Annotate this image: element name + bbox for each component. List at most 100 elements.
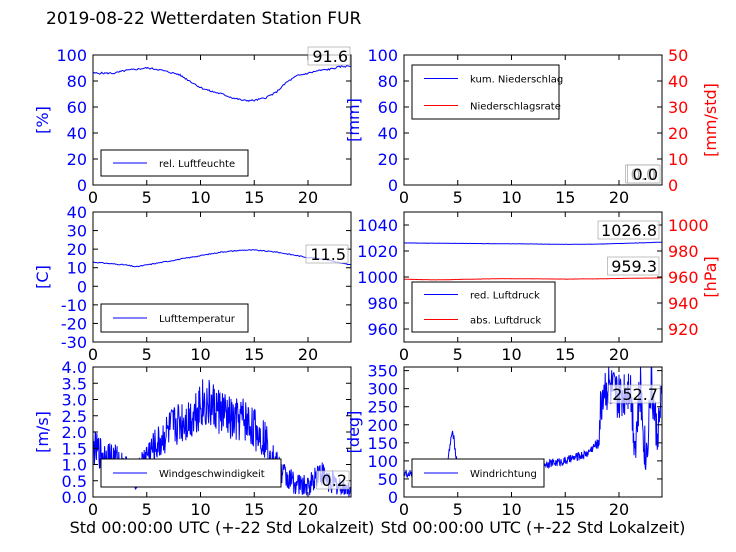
x-tick-label: 5 bbox=[142, 500, 152, 519]
x-tick-label: 10 bbox=[190, 345, 210, 364]
y-tick-label: 20 bbox=[378, 150, 398, 169]
legend: Windrichtung bbox=[411, 458, 545, 488]
y-tick-label: 200 bbox=[367, 416, 398, 435]
x-tick-label: 10 bbox=[501, 345, 521, 364]
x-axis-label: Std 00:00:00 UTC (+-22 Std Lokalzeit) bbox=[381, 518, 686, 537]
y2-tick-label: 940 bbox=[668, 294, 699, 313]
chart-windspeed: 0 5 10 15 20 0.00.51.01.52.02.53.03.54.0 [m/s]… bbox=[33, 358, 374, 537]
x-tick-label: 15 bbox=[555, 500, 575, 519]
y-tick-label: 40 bbox=[378, 124, 398, 143]
axes-frame bbox=[403, 366, 663, 498]
y-tick-label: 250 bbox=[367, 398, 398, 417]
y-tick-label: 100 bbox=[367, 46, 398, 65]
y-axis-label: [%] bbox=[33, 106, 52, 134]
axes-frame bbox=[92, 54, 352, 186]
y2-tick-label: 1000 bbox=[668, 216, 709, 235]
y-tick-label: 4.0 bbox=[62, 358, 87, 377]
series-line-humidity-0 bbox=[93, 64, 351, 102]
svg-text:0.0: 0.0 bbox=[633, 165, 658, 184]
value-label: 0.2 bbox=[316, 470, 350, 490]
y-tick-label: 100 bbox=[367, 452, 398, 471]
x-tick-label: 0 bbox=[399, 500, 409, 519]
chart-temperature: 0 5 10 15 20-30-20-10010203040[C]Lufttempera… bbox=[33, 203, 352, 364]
x-tick-label: 15 bbox=[244, 345, 264, 364]
legend: Lufttemperatur bbox=[100, 303, 249, 333]
y-tick-label: 0.0 bbox=[62, 488, 87, 507]
legend: rel. Luftfeuchte bbox=[100, 149, 249, 177]
legend: Windgeschwindigkeit bbox=[100, 458, 282, 488]
x-tick-label: 10 bbox=[190, 188, 210, 207]
x-tick-label: 0 bbox=[399, 188, 409, 207]
x-tick-label: 5 bbox=[142, 345, 152, 364]
y-tick-label: -20 bbox=[61, 314, 87, 333]
y-tick-label: 30 bbox=[67, 222, 87, 241]
y-tick-label: 2.5 bbox=[62, 407, 87, 426]
x-tick-label: 15 bbox=[244, 500, 264, 519]
value-label: 252.7 bbox=[608, 384, 661, 404]
y-tick-label: 40 bbox=[67, 203, 87, 222]
y2-axis-label: [hPa] bbox=[701, 256, 720, 297]
x-tick-label: 0 bbox=[88, 345, 98, 364]
value-label: 11.5 bbox=[305, 244, 349, 264]
legend-entry: red. Luftdruck bbox=[470, 291, 540, 302]
x-tick-label: 10 bbox=[190, 500, 210, 519]
y-tick-label: 980 bbox=[367, 294, 398, 313]
y-tick-label: -10 bbox=[61, 296, 87, 315]
x-tick-label: 20 bbox=[609, 500, 629, 519]
legend: kum. Niederschlag Niederschlagsrate bbox=[411, 64, 563, 120]
y-tick-label: 0.5 bbox=[62, 472, 87, 491]
x-tick-label: 20 bbox=[298, 345, 318, 364]
legend-entry: kum. Niederschlag bbox=[470, 75, 563, 86]
y-tick-label: 3.0 bbox=[62, 391, 87, 410]
y-tick-label: 80 bbox=[67, 72, 87, 91]
y-tick-label: 3.5 bbox=[62, 374, 87, 393]
svg-text:252.7: 252.7 bbox=[612, 385, 658, 404]
y-tick-label: 300 bbox=[367, 380, 398, 399]
legend-entry: Windgeschwindigkeit bbox=[159, 469, 265, 480]
value-label: 0.0 bbox=[627, 164, 661, 184]
x-tick-label: 20 bbox=[298, 188, 318, 207]
y-tick-label: 20 bbox=[67, 150, 87, 169]
y-tick-label: 960 bbox=[367, 320, 398, 339]
legend-entry: Lufttemperatur bbox=[159, 314, 236, 325]
y2-tick-label: 50 bbox=[668, 46, 688, 65]
y-tick-label: 80 bbox=[378, 72, 398, 91]
x-tick-label: 5 bbox=[453, 188, 463, 207]
y-tick-label: 0 bbox=[388, 176, 398, 195]
y-tick-label: 1.0 bbox=[62, 456, 87, 475]
value-label: 1026.8 bbox=[597, 220, 660, 240]
y-tick-label: 1040 bbox=[357, 216, 398, 235]
value-label: 959.3 bbox=[607, 256, 660, 276]
y-axis-label: [C] bbox=[33, 265, 52, 289]
x-tick-label: 10 bbox=[501, 500, 521, 519]
y-tick-label: 2.0 bbox=[62, 423, 87, 442]
y-axis-label: [m/s] bbox=[33, 411, 52, 453]
legend: red. Luftdruck abs. Luftdruck bbox=[411, 281, 556, 333]
x-tick-label: 20 bbox=[298, 500, 318, 519]
y-tick-label: 10 bbox=[67, 259, 87, 278]
x-tick-label: 20 bbox=[609, 188, 629, 207]
value-label: 91.6 bbox=[307, 46, 351, 66]
x-tick-label: 0 bbox=[88, 500, 98, 519]
y2-tick-label: 980 bbox=[668, 242, 699, 261]
y2-tick-label: 0 bbox=[668, 176, 678, 195]
y-tick-label: 40 bbox=[67, 124, 87, 143]
y-axis-label: [deg] bbox=[344, 411, 363, 454]
figure-title: 2019-08-22 Wetterdaten Station FUR bbox=[46, 9, 362, 29]
y2-tick-label: 40 bbox=[668, 72, 688, 91]
y2-tick-label: 30 bbox=[668, 98, 688, 117]
y-tick-label: 0 bbox=[77, 277, 87, 296]
y-axis-label: [mm] bbox=[344, 98, 363, 142]
axes-frame bbox=[92, 211, 352, 343]
x-tick-label: 10 bbox=[501, 188, 521, 207]
x-tick-label: 5 bbox=[453, 500, 463, 519]
x-tick-label: 20 bbox=[609, 345, 629, 364]
legend-entry: abs. Luftdruck bbox=[470, 316, 541, 327]
svg-text:0.2: 0.2 bbox=[322, 471, 347, 490]
svg-text:91.6: 91.6 bbox=[312, 47, 348, 66]
y-tick-label: 100 bbox=[56, 46, 87, 65]
legend-entry: rel. Luftfeuchte bbox=[159, 159, 235, 170]
